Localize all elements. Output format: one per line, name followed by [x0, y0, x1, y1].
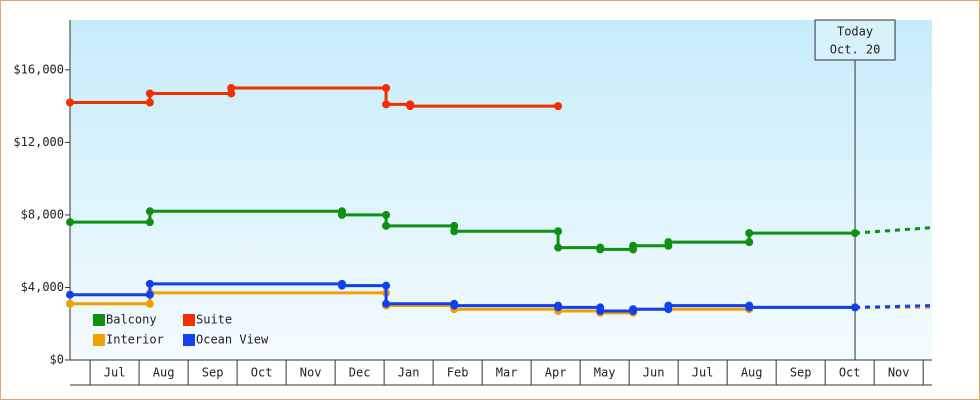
price-point: [554, 303, 563, 312]
legend-label: Suite: [196, 313, 232, 327]
x-tick-label: Jan: [398, 366, 420, 380]
price-point: [66, 98, 74, 107]
price-point: [851, 229, 860, 238]
x-tick-label: Dec: [349, 366, 371, 380]
x-tick-label: Oct: [839, 366, 861, 380]
x-tick-label: Nov: [888, 366, 910, 380]
price-point: [450, 301, 459, 310]
x-tick-label: May: [594, 366, 616, 380]
legend-label: Balcony: [106, 313, 157, 327]
legend-label: Interior: [106, 333, 164, 347]
x-tick-label: Mar: [496, 366, 518, 380]
forecast-line: [855, 304, 933, 309]
price-point: [145, 290, 154, 299]
price-point: [406, 102, 415, 111]
price-point: [596, 307, 605, 316]
legend-swatch: [93, 314, 105, 326]
plot-area: [70, 20, 932, 360]
price-point: [596, 245, 605, 254]
today-box: [814, 19, 896, 61]
x-tick-label: Sep: [202, 366, 224, 380]
price-point: [629, 305, 638, 314]
price-point: [554, 243, 563, 252]
y-tick-label: $0: [50, 353, 64, 367]
x-tick-label: Jun: [643, 366, 665, 380]
legend-swatch: [183, 314, 195, 326]
x-tick-label: Jul: [692, 366, 714, 380]
price-point: [554, 102, 563, 111]
price-point: [66, 290, 74, 299]
y-tick-label: $8,000: [21, 207, 64, 221]
price-point: [145, 207, 154, 216]
price-point: [745, 238, 754, 247]
x-tick-label: Jul: [104, 366, 126, 380]
price-point: [851, 303, 860, 312]
y-tick-label: $4,000: [21, 280, 64, 294]
today-label: Today: [837, 25, 873, 39]
legend-swatch: [93, 334, 105, 346]
price-point: [145, 89, 154, 98]
price-point: [145, 218, 154, 227]
x-tick-label: Aug: [153, 366, 175, 380]
price-point: [145, 299, 154, 308]
price-point: [745, 229, 754, 238]
y-tick-label: $12,000: [13, 135, 64, 149]
x-tick-label: Sep: [790, 366, 812, 380]
price-point: [382, 281, 391, 290]
legend-swatch: [183, 334, 195, 346]
price-point: [337, 281, 346, 290]
x-tick-label: Feb: [447, 366, 469, 380]
price-point: [145, 98, 154, 107]
price-point: [382, 100, 391, 109]
price-point: [450, 227, 459, 236]
price-point: [66, 218, 74, 227]
forecast-line: [854, 226, 933, 235]
price-point: [664, 301, 673, 310]
price-point: [66, 299, 74, 308]
price-point: [227, 84, 236, 92]
price-point: [745, 303, 754, 312]
price-point: [629, 241, 638, 250]
price-point: [382, 299, 391, 308]
legend-label: Ocean View: [196, 333, 269, 347]
x-tick-label: Aug: [741, 366, 763, 380]
price-point: [145, 279, 154, 288]
x-tick-label: Apr: [545, 366, 567, 380]
price-point: [337, 210, 346, 219]
price-point: [554, 227, 563, 236]
y-tick-label: $16,000: [13, 62, 64, 76]
x-tick-label: Nov: [300, 366, 322, 380]
price-point: [664, 238, 673, 247]
x-tick-label: Oct: [251, 366, 273, 380]
price-point: [382, 221, 391, 230]
price-point: [382, 84, 391, 92]
price-point: [382, 210, 391, 219]
today-label: Oct. 20: [830, 43, 881, 57]
